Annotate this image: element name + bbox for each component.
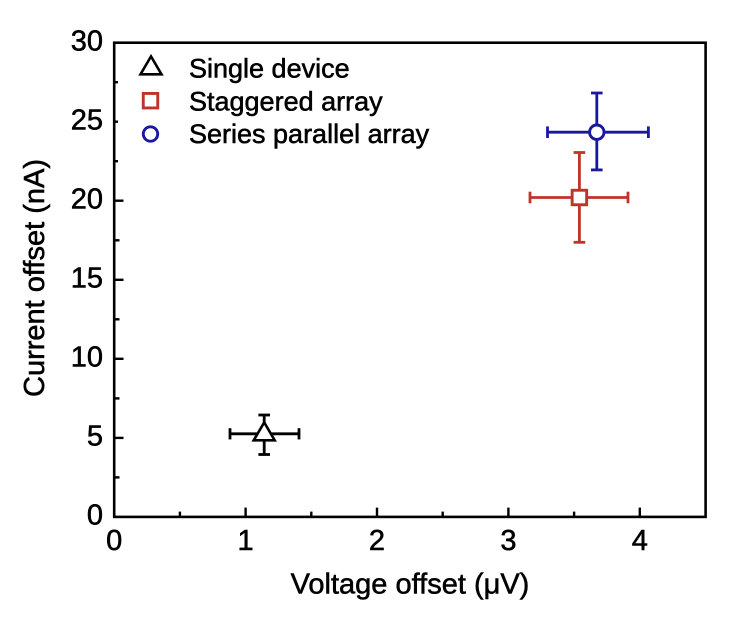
svg-text:30: 30 (71, 25, 103, 57)
svg-text:1: 1 (238, 525, 254, 557)
svg-text:3: 3 (500, 525, 516, 557)
svg-text:Series parallel array: Series parallel array (189, 119, 430, 149)
svg-text:25: 25 (71, 104, 103, 136)
svg-text:5: 5 (87, 421, 103, 453)
svg-text:2: 2 (369, 525, 385, 557)
svg-text:15: 15 (71, 263, 103, 295)
svg-text:Voltage offset (μV): Voltage offset (μV) (291, 569, 530, 601)
svg-text:Staggered array: Staggered array (189, 86, 383, 116)
svg-text:0: 0 (87, 500, 103, 532)
svg-text:20: 20 (71, 183, 103, 215)
svg-text:4: 4 (632, 525, 648, 557)
svg-text:Current offset (nA): Current offset (nA) (19, 159, 51, 397)
svg-text:10: 10 (71, 342, 103, 374)
svg-text:0: 0 (106, 525, 122, 557)
svg-text:Single device: Single device (189, 53, 350, 83)
